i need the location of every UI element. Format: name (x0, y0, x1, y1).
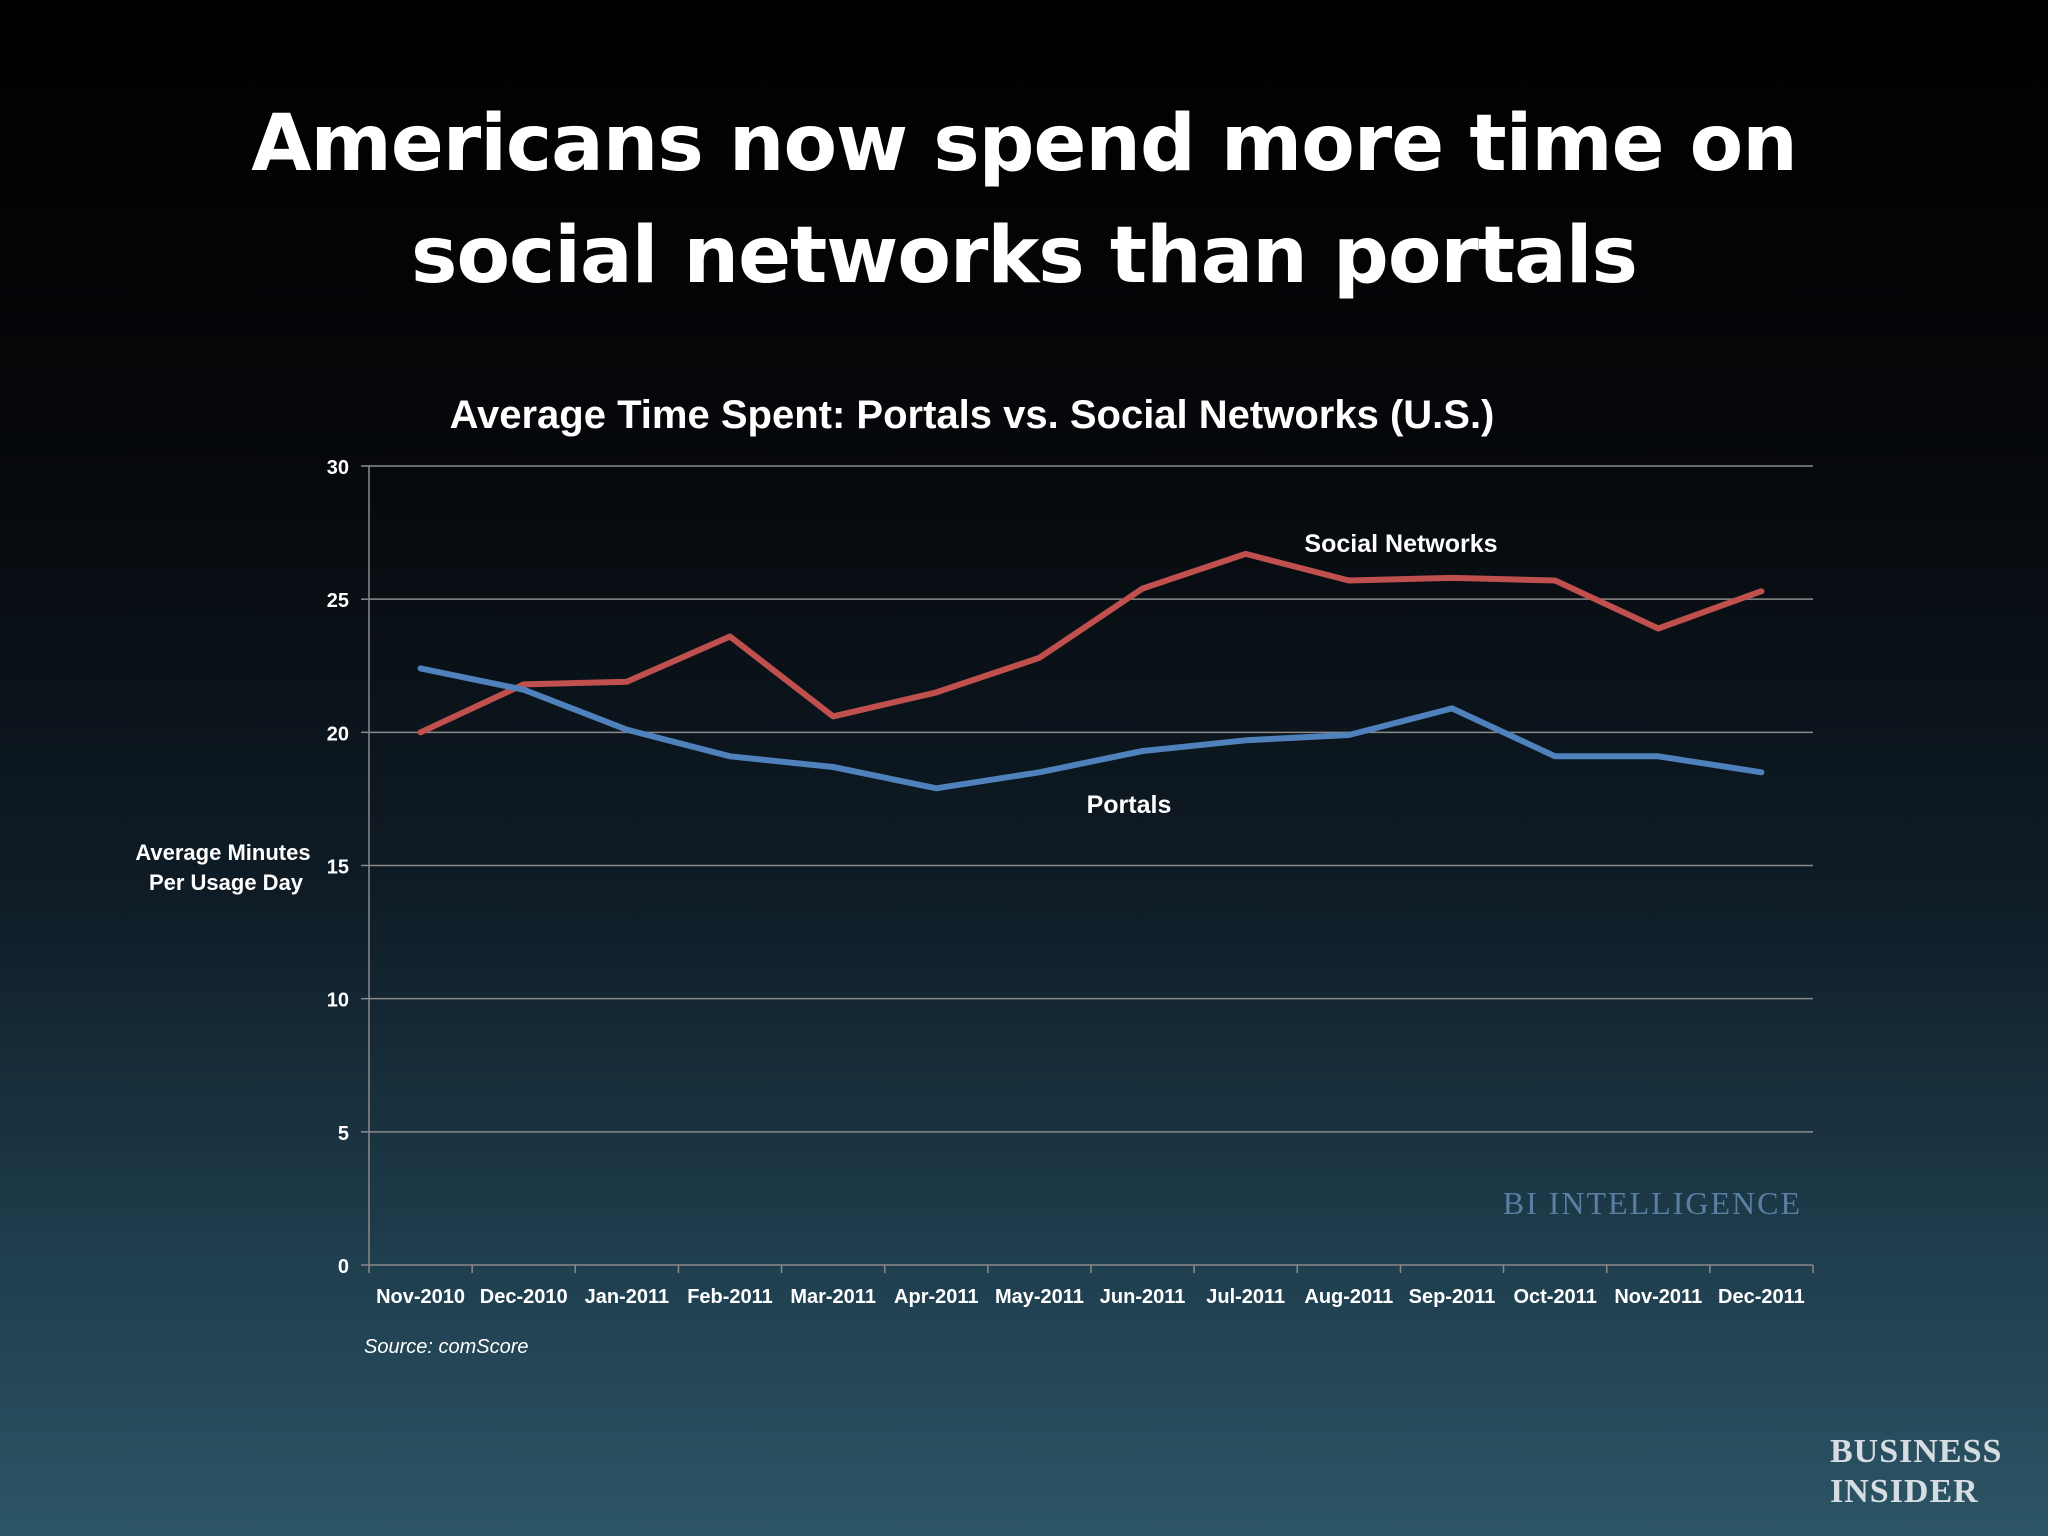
brand-line-1: BUSINESS (1830, 1433, 2003, 1470)
x-tick-label: Feb-2011 (687, 1286, 773, 1308)
brand-line-2: INSIDER (1830, 1473, 1979, 1510)
watermark: BI INTELLIGENCE (1503, 1185, 1802, 1221)
x-axis: Nov-2010 Dec-2010 Jan-2011 Feb-2011 Mar-2011… (368, 1264, 1814, 1308)
y-tick-label: 20 (327, 723, 349, 745)
series-label-portals: Portals (1087, 791, 1172, 819)
slide-title-line-1: Americans now spend more time on (251, 99, 1798, 189)
y-axis: 0 5 10 15 20 25 30 (327, 457, 370, 1278)
chart-title: Average Time Spent: Portals vs. Social N… (450, 393, 1495, 437)
y-axis-label: Average Minutes Per Usage Day (135, 840, 316, 895)
x-tick-label: Nov-2011 (1614, 1286, 1702, 1308)
x-tick-label: Dec-2010 (480, 1286, 568, 1308)
y-tick-label: 5 (338, 1123, 349, 1145)
x-tick-label: Nov-2010 (376, 1286, 465, 1308)
x-tick-label: Jun-2011 (1100, 1286, 1186, 1308)
x-tick-label: Oct-2011 (1513, 1286, 1596, 1308)
x-tick-label: Apr-2011 (894, 1286, 979, 1308)
x-tick-label: Sep-2011 (1409, 1286, 1496, 1308)
series-line-portals (417, 665, 1765, 792)
x-tick-label: May-2011 (995, 1286, 1084, 1308)
slide-title: Americans now spend more time on social … (0, 88, 2048, 312)
x-tick-label: Jan-2011 (585, 1286, 670, 1308)
x-tick-label: Aug-2011 (1304, 1286, 1393, 1308)
business-insider-logo: BUSINESS INSIDER (1830, 1432, 2003, 1512)
y-axis-label-line-1: Average Minutes (135, 840, 310, 865)
y-tick-label: 15 (327, 857, 349, 879)
y-axis-label-line-2: Per Usage Day (149, 870, 304, 895)
x-tick-label: Jul-2011 (1206, 1286, 1285, 1308)
x-tick-label: Dec-2011 (1718, 1286, 1805, 1308)
series-line-social-networks (417, 550, 1765, 736)
x-tick-label: Mar-2011 (790, 1286, 876, 1308)
y-tick-label: 10 (327, 990, 349, 1012)
series-lines (417, 550, 1765, 792)
slide-title-line-2: social networks than portals (411, 211, 1638, 301)
y-tick-label: 0 (338, 1256, 349, 1278)
series-label-social-networks: Social Networks (1304, 530, 1497, 558)
gridlines (369, 465, 1813, 1133)
y-tick-label: 25 (327, 590, 349, 612)
y-tick-label: 30 (327, 457, 349, 479)
source-note: Source: comScore (364, 1336, 529, 1358)
